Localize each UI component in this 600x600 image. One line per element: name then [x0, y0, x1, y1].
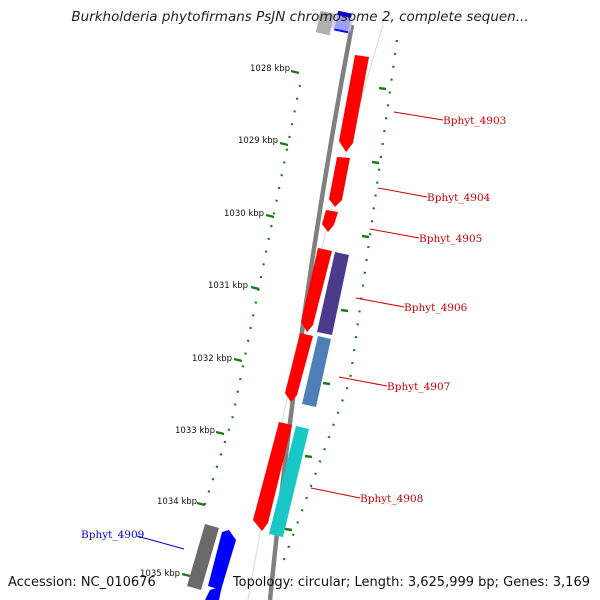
- cds-feature-gray-top: [315, 10, 335, 36]
- gene-label-bphyt-4903[interactable]: Bphyt_4903: [443, 115, 506, 127]
- gene-label-bphyt-4907[interactable]: Bphyt_4907: [387, 381, 450, 393]
- gene-label-bphyt-4906[interactable]: Bphyt_4906: [404, 302, 468, 314]
- ruler-label: 1035 kbp: [140, 569, 180, 579]
- track-ticks: [284, 86, 387, 532]
- ruler-label: 1030 kbp: [224, 209, 264, 219]
- ruler-ticks: [181, 69, 300, 578]
- cds-bphyt-4906: [301, 248, 332, 332]
- gene-label-bphyt-4909[interactable]: Bphyt_4909: [81, 529, 144, 541]
- gene-label-bphyt-4904[interactable]: Bphyt_4904: [427, 192, 491, 204]
- ruler-label: 1031 kbp: [208, 281, 248, 291]
- ruler-label: 1033 kbp: [175, 426, 215, 436]
- gene-label-bphyt-4905[interactable]: Bphyt_4905: [419, 233, 482, 245]
- cds-bphyt-4903: [339, 55, 369, 152]
- label-leaders: [136, 111, 444, 550]
- ruler-label: 1028 kbp: [250, 64, 290, 74]
- cds-feature-blue-bottom-1: [208, 530, 236, 590]
- cds-bphyt-4909: [187, 524, 219, 590]
- cds-bphyt-4907: [285, 333, 313, 402]
- ruler-label: 1032 kbp: [192, 354, 232, 364]
- cds-feature-lightblue-top: [330, 14, 354, 32]
- map-title: Burkholderia phytofirmans PsJN chromosom…: [71, 9, 529, 25]
- cds-feature-purple: [317, 252, 349, 335]
- gene-label-bphyt-4908[interactable]: Bphyt_4908: [360, 493, 423, 505]
- ruler-label: 1029 kbp: [238, 136, 278, 146]
- cds-feature-cyan: [269, 426, 309, 537]
- cds-feature-steel: [302, 336, 331, 407]
- cds-feature-blue-bottom-2: [205, 586, 222, 600]
- ruler-label: 1034 kbp: [157, 497, 197, 507]
- cds-bphyt-4905: [322, 210, 338, 232]
- outer-dotted-guide: [201, 84, 302, 511]
- cds-bphyt-4908: [253, 422, 292, 531]
- cds-bphyt-4904: [329, 157, 350, 207]
- accession-text: Accession: NC_010676: [8, 575, 156, 590]
- topology-text: Topology: circular; Length: 3,625,999 bp…: [232, 575, 590, 590]
